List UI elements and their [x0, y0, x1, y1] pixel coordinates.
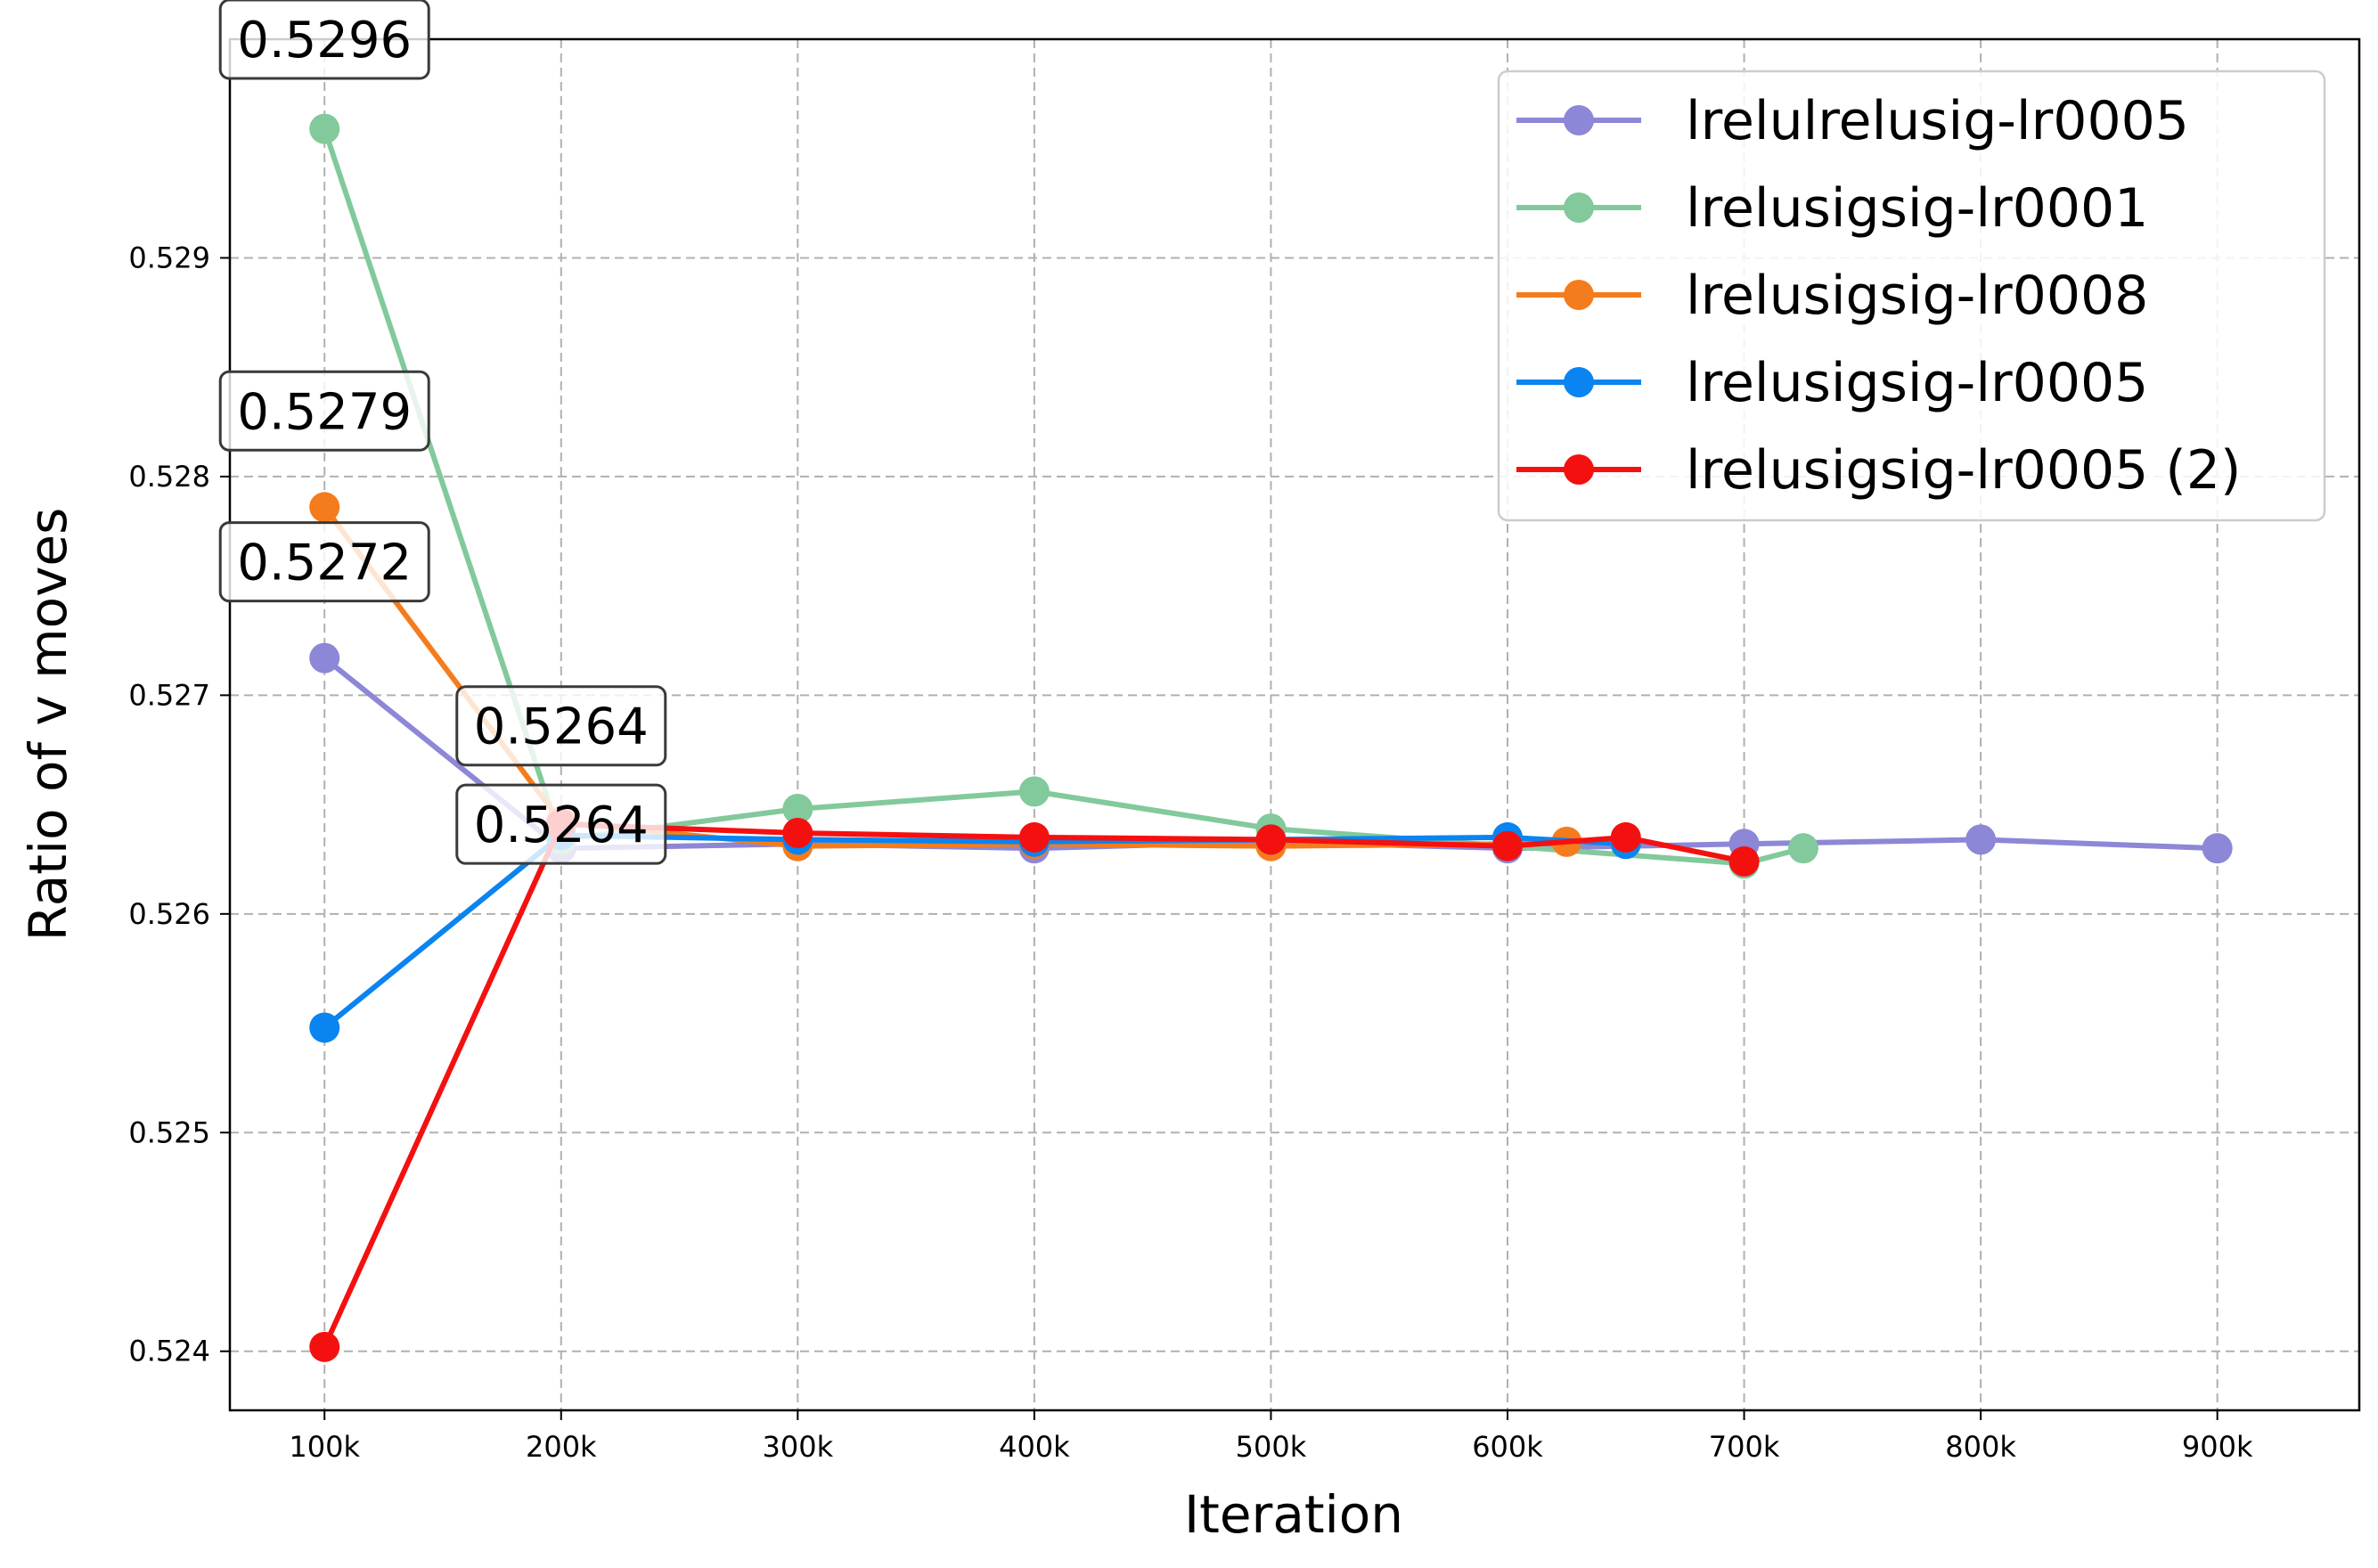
y-tick-label: 0.527: [128, 678, 210, 712]
annotation-label: 0.5264: [474, 796, 649, 854]
data-point: [309, 642, 340, 674]
annotation: 0.5264: [455, 685, 667, 767]
data-point: [309, 113, 340, 144]
y-tick-label: 0.524: [128, 1335, 210, 1368]
plot-area-frame: [228, 37, 2361, 1412]
annotation: 0.5264: [455, 783, 667, 865]
x-tick-label: 300k: [763, 1430, 834, 1464]
data-point: [1018, 776, 1050, 807]
x-axis-ticks: 100k 200k 300k 400k 500k 600k 700k 800k 900k: [289, 1410, 2253, 1464]
y-tick-label: 0.528: [128, 460, 210, 494]
data-point: [1965, 824, 1997, 855]
x-tick-label: 600k: [1472, 1430, 1543, 1464]
annotation-box: [218, 521, 430, 603]
annotation: 0.5272: [218, 521, 430, 603]
x-tick-label: 400k: [999, 1430, 1070, 1464]
data-point: [782, 794, 813, 824]
annotation-label: 0.5264: [474, 698, 649, 756]
annotation-box: [218, 370, 430, 452]
legend-marker: [1564, 367, 1594, 397]
data-point: [2202, 833, 2233, 864]
annotation: 0.5279: [218, 370, 430, 452]
annotation-box: [455, 783, 667, 865]
annotation: 0.5296: [218, 0, 430, 80]
x-axis-label: Iteration: [1184, 1484, 1403, 1545]
x-tick-label: 800k: [1945, 1430, 2016, 1464]
y-tick-label: 0.529: [128, 241, 210, 274]
annotation-layer: 0.5296 0.5279 0.5272 0.5264 0.5264: [218, 0, 667, 865]
data-point: [1255, 824, 1287, 855]
legend-label: lrelusigsig-lr0001: [1686, 177, 2148, 240]
legend-marker: [1564, 280, 1594, 310]
legend-entry: lrelusigsig-lr0008: [1516, 265, 2148, 327]
legend-label: lrelusigsig-lr0008: [1686, 265, 2148, 327]
legend-marker: [1564, 192, 1594, 223]
x-tick-label: 500k: [1236, 1430, 1307, 1464]
annotation-box: [455, 685, 667, 767]
y-axis-ticks: 0.524 0.525 0.526 0.527 0.528 0.529: [128, 241, 230, 1368]
series-layer: [309, 113, 2233, 1362]
data-point: [1018, 821, 1050, 853]
y-tick-label: 0.526: [128, 897, 210, 931]
legend-entry: lrelusigsig-lr0005: [1516, 352, 2148, 414]
legend-label: lrelusigsig-lr0005 (2): [1686, 439, 2241, 502]
legend-marker: [1564, 454, 1594, 485]
data-point: [309, 492, 340, 523]
data-point: [1728, 845, 1760, 877]
legend-entry: lrelusigsig-lr0001: [1516, 177, 2148, 240]
legend-label: lrelusigsig-lr0005: [1686, 352, 2148, 414]
y-tick-label: 0.525: [128, 1115, 210, 1149]
legend-marker: [1564, 105, 1594, 135]
data-point: [309, 1331, 340, 1362]
legend-frame: [1497, 69, 2326, 522]
x-tick-label: 900k: [2182, 1430, 2253, 1464]
annotation-label: 0.5296: [237, 12, 412, 69]
annotation-box: [218, 0, 430, 80]
data-point: [1610, 821, 1641, 853]
x-tick-label: 200k: [526, 1430, 597, 1464]
annotation-label: 0.5272: [237, 535, 412, 592]
data-point: [1787, 833, 1818, 864]
annotation-label: 0.5279: [237, 383, 412, 441]
data-point: [309, 1012, 340, 1043]
data-point: [1492, 830, 1523, 862]
x-tick-label: 700k: [1709, 1430, 1780, 1464]
legend-entry: lrelulrelusig-lr0005: [1516, 90, 2189, 152]
data-point: [782, 818, 813, 848]
x-tick-label: 100k: [289, 1430, 360, 1464]
legend-label: lrelulrelusig-lr0005: [1686, 90, 2189, 152]
legend-entry: lrelusigsig-lr0005 (2): [1516, 439, 2241, 502]
legend: lrelulrelusig-lr0005 lrelusigsig-lr0001 lr…: [1497, 69, 2326, 522]
y-axis-label: Ratio of v moves: [18, 508, 78, 942]
